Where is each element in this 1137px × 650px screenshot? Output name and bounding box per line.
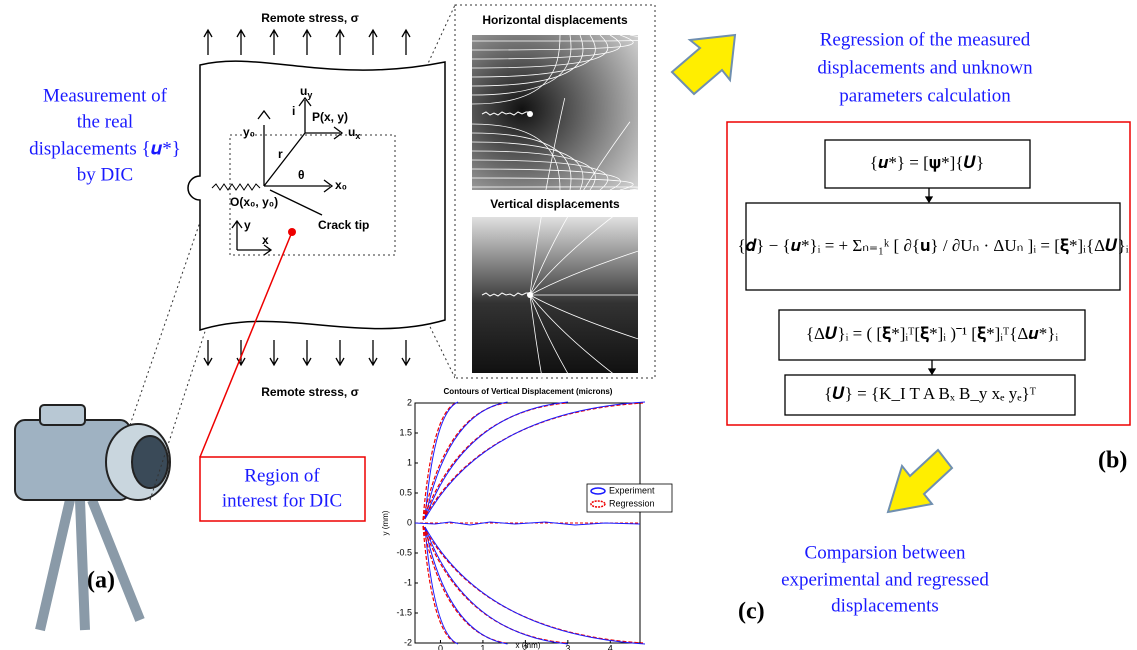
y-tick-label: 0.5	[399, 487, 412, 497]
horizontal-map	[472, 35, 638, 190]
x-axis-label: x (mm)	[516, 641, 541, 650]
specimen-label: θ	[298, 168, 305, 182]
y-tick-label: 1.5	[399, 427, 412, 437]
stress-arrow	[402, 340, 410, 365]
yellow-arrow	[672, 35, 735, 94]
label-sub: x	[355, 131, 360, 141]
title-line: parameters calculation	[839, 85, 1011, 106]
panel-label: (b)	[1098, 448, 1127, 474]
y-tick-label: -1.5	[396, 607, 412, 617]
stress-arrow	[204, 30, 212, 55]
caption-a: Measurement of the real displacements {𝒖…	[29, 85, 181, 185]
specimen-label: x	[262, 233, 269, 247]
specimen	[188, 61, 445, 330]
plot-title: Contours of Vertical Displacement (micro…	[444, 387, 613, 396]
label-sub: y	[307, 90, 312, 100]
title-line: displacements and unknown	[817, 57, 1033, 78]
caption-line: Measurement of	[43, 85, 168, 106]
specimen-label: x₀	[335, 178, 347, 192]
caption-line: displacements	[831, 595, 939, 616]
body: Measurement of the real displacements {𝒖…	[0, 0, 1137, 650]
equation: {Δ𝑼}ᵢ = ( [𝛏*]ᵢᵀ[𝛏*]ᵢ )⁻¹ [𝛏*]ᵢᵀ{Δ𝒖*}ᵢ	[806, 324, 1059, 343]
panel-c-caption: Comparsion between experimental and regr…	[781, 542, 989, 616]
stress-arrow	[303, 340, 311, 365]
page: DIC regression diagram { "panel_a": { "l…	[0, 0, 1137, 650]
roi-label: Region of	[244, 465, 320, 486]
panel-b-title: Regression of the measured displacements…	[817, 29, 1033, 106]
stress-arrow	[303, 30, 311, 55]
yellow-arrow	[888, 450, 952, 512]
y-tick-label: 2	[407, 397, 412, 407]
stress-arrow	[336, 340, 344, 365]
remote-stress-label: Remote stress, σ	[261, 385, 359, 399]
crack-tip-dot	[527, 292, 533, 298]
tripod	[40, 500, 140, 630]
y-axis-label: y (mm)	[381, 510, 390, 535]
title-line: Regression of the measured	[820, 29, 1031, 50]
legend-entry: Regression	[609, 498, 655, 508]
equation: {𝑼} = {K_I T A Bₓ B_y xₑ yₑ}ᵀ	[824, 384, 1037, 403]
remote-stress-label: Remote stress, σ	[261, 11, 359, 25]
y-tick-label: -2	[404, 637, 412, 647]
roi-label: interest for DIC	[222, 490, 342, 511]
stress-arrow	[402, 30, 410, 55]
caption-line: by DIC	[77, 164, 133, 185]
legend-entry: Experiment	[609, 485, 655, 495]
stress-arrow	[204, 340, 212, 365]
x-tick-label: 4	[608, 643, 613, 650]
stress-arrow	[270, 30, 278, 55]
stress-arrow	[369, 30, 377, 55]
specimen-label: O(x₀, y₀)	[230, 195, 278, 209]
y-tick-label: 0	[407, 517, 412, 527]
stress-arrow	[237, 340, 245, 365]
label-base: u	[348, 125, 355, 139]
contour-title: Horizontal displacements	[482, 13, 628, 27]
equation: {𝒖*} = [𝛙*]{𝑼}	[870, 153, 984, 172]
stress-arrow	[237, 30, 245, 55]
camera	[15, 405, 170, 630]
caption-line: the real	[77, 111, 133, 132]
y-tick-label: 1	[407, 457, 412, 467]
specimen-label: r	[278, 147, 283, 161]
specimen-label: Crack tip	[318, 218, 369, 232]
contour-title: Vertical displacements	[490, 197, 620, 211]
stress-arrow	[270, 340, 278, 365]
x-tick-label: 1	[480, 643, 485, 650]
specimen-label: i	[292, 104, 295, 118]
crack-tip-dot	[527, 111, 533, 117]
diagram: Measurement of the real displacements {𝒖…	[0, 0, 1137, 650]
specimen-label: y	[244, 218, 251, 232]
label-base: u	[300, 84, 307, 98]
caption-line: displacements {𝒖*}	[29, 138, 181, 159]
stress-arrow	[369, 340, 377, 365]
specimen-label: P(x, y)	[312, 110, 348, 124]
x-tick-label: 0	[438, 643, 443, 650]
equation: {𝒅} − {𝒖*}ᵢ = + Σₙ₌₁ᵏ [ ∂{𝐮} / ∂Uₙ · ΔUₙ…	[737, 236, 1128, 255]
panel-label: (a)	[87, 568, 115, 594]
stress-arrow	[336, 30, 344, 55]
y-tick-label: -1	[404, 577, 412, 587]
caption-line: Comparsion between	[805, 542, 966, 563]
caption-line: experimental and regressed	[781, 569, 989, 590]
camera-top	[40, 405, 85, 425]
panel-label: (c)	[738, 599, 765, 625]
y-tick-label: -0.5	[396, 547, 412, 557]
specimen-label: y₀	[243, 125, 255, 139]
